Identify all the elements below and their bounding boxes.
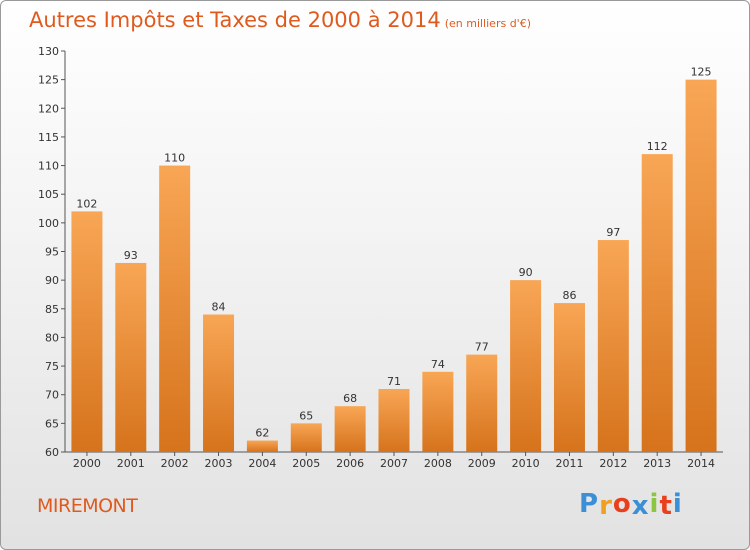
x-tick-label-2012: 2012 xyxy=(599,457,627,470)
y-tick-label: 115 xyxy=(38,131,59,144)
bar-2006 xyxy=(334,406,366,452)
y-tick-label: 85 xyxy=(45,303,59,316)
bar-2004 xyxy=(246,440,278,452)
data-label-2000: 102 xyxy=(76,197,97,210)
bar-2008 xyxy=(422,371,454,452)
logo-letter: r xyxy=(599,491,613,521)
logo-letter: P xyxy=(579,489,600,519)
y-tick-label: 95 xyxy=(45,246,59,259)
data-label-2009: 77 xyxy=(475,341,489,354)
bar-2000 xyxy=(71,211,103,452)
y-tick-label: 110 xyxy=(38,160,59,173)
data-label-2001: 93 xyxy=(124,249,138,262)
x-tick-label-2006: 2006 xyxy=(336,457,364,470)
logo-letter: x xyxy=(631,491,650,521)
data-label-2013: 112 xyxy=(647,140,668,153)
data-label-2012: 97 xyxy=(606,226,620,239)
y-tick-label: 60 xyxy=(45,446,59,459)
data-label-2008: 74 xyxy=(431,358,445,371)
data-label-2010: 90 xyxy=(519,266,533,279)
data-label-2007: 71 xyxy=(387,375,401,388)
data-label-2014: 125 xyxy=(691,66,712,79)
y-tick-label: 90 xyxy=(45,274,59,287)
y-tick-label: 120 xyxy=(38,102,59,115)
bar-2005 xyxy=(290,423,322,452)
data-label-2005: 65 xyxy=(299,409,313,422)
chart-title: Autres Impôts et Taxes de 2000 à 2014 (en… xyxy=(29,8,531,32)
x-tick-label-2013: 2013 xyxy=(643,457,671,470)
bar-2001 xyxy=(115,262,147,452)
x-tick-label-2001: 2001 xyxy=(117,457,145,470)
x-tick-label-2005: 2005 xyxy=(292,457,320,470)
x-tick-label-2009: 2009 xyxy=(468,457,496,470)
x-tick-label-2004: 2004 xyxy=(248,457,276,470)
bar-2013 xyxy=(641,154,673,452)
y-tick-label: 130 xyxy=(38,45,59,58)
chart-unit: (en milliers d'€) xyxy=(444,17,531,30)
bar-2014 xyxy=(685,79,717,453)
bar-2009 xyxy=(466,354,498,452)
x-tick-label-2014: 2014 xyxy=(687,457,715,470)
x-tick-label-2007: 2007 xyxy=(380,457,408,470)
logo-letter: t xyxy=(659,491,673,521)
data-label-2002: 110 xyxy=(164,152,185,165)
proxiti-logo: Proxiti xyxy=(579,489,683,521)
y-tick-label: 75 xyxy=(45,360,59,373)
y-tick-label: 105 xyxy=(38,188,59,201)
data-label-2011: 86 xyxy=(562,289,576,302)
commune-name: MIREMONT xyxy=(37,495,138,517)
data-label-2006: 68 xyxy=(343,392,357,405)
x-tick-label-2003: 2003 xyxy=(205,457,233,470)
x-tick-label-2008: 2008 xyxy=(424,457,452,470)
x-tick-label-2011: 2011 xyxy=(555,457,583,470)
logo-letter: o xyxy=(612,489,632,519)
x-tick-label-2002: 2002 xyxy=(161,457,189,470)
y-tick-label: 65 xyxy=(45,417,59,430)
bar-2011 xyxy=(553,303,585,452)
y-tick-label: 100 xyxy=(38,217,59,230)
bar-2007 xyxy=(378,388,410,452)
y-tick-label: 80 xyxy=(45,331,59,344)
data-label-2004: 62 xyxy=(255,427,269,440)
x-tick-label-2000: 2000 xyxy=(73,457,101,470)
logo-letter: i xyxy=(649,489,660,519)
bar-2010 xyxy=(510,280,542,452)
bar-2002 xyxy=(159,165,191,453)
logo-letter: i xyxy=(672,489,683,519)
y-tick-label: 70 xyxy=(45,389,59,402)
x-tick-label-2010: 2010 xyxy=(512,457,540,470)
chart-title-text: Autres Impôts et Taxes de 2000 à 2014 xyxy=(29,8,441,32)
data-label-2003: 84 xyxy=(212,301,226,314)
y-tick-label: 125 xyxy=(38,74,59,87)
bar-2012 xyxy=(597,240,629,452)
bar-2003 xyxy=(203,314,235,452)
